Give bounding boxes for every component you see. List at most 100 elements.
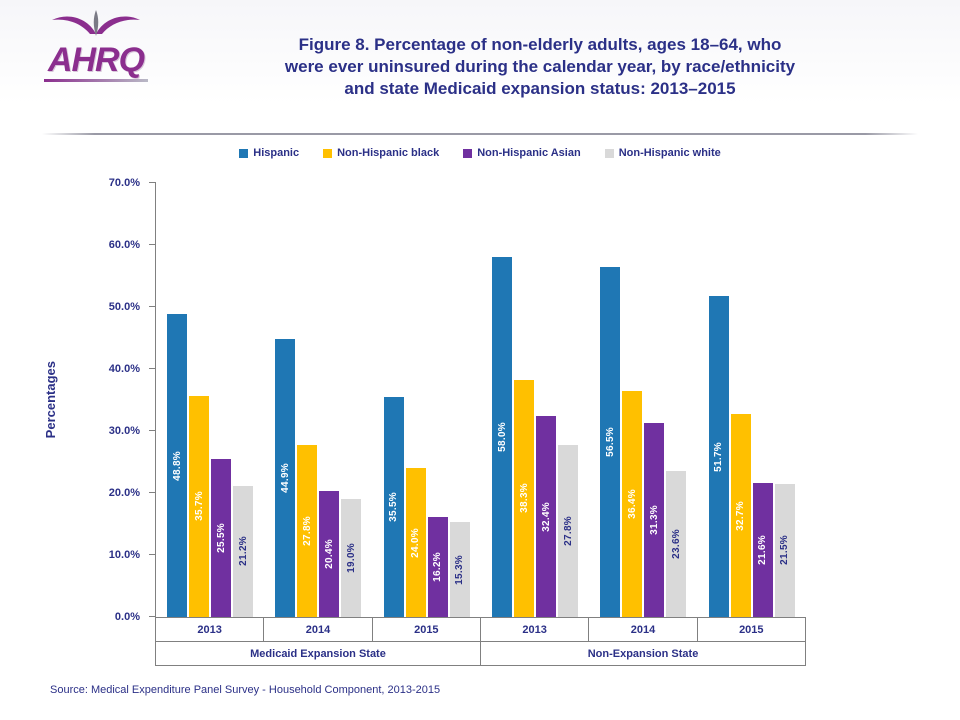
legend-item: Non-Hispanic white	[604, 147, 721, 159]
bar-non-hispanic-white: 21.5%	[774, 483, 795, 617]
bar-non-hispanic-white: 27.8%	[558, 444, 579, 617]
bar-non-hispanic-black: 32.7%	[730, 414, 751, 617]
y-tick-mark	[149, 554, 156, 555]
legend-item: Hispanic	[239, 147, 299, 159]
y-tick-mark	[149, 430, 156, 431]
bar-label-wrap: 48.8%	[167, 314, 187, 617]
bar-value-label: 20.4%	[323, 538, 335, 569]
bar-group-nonexpansion-2014: 56.5% 36.4% 31.3% 23.6%	[589, 183, 697, 617]
bar-label-wrap: 56.5%	[600, 267, 620, 617]
bar-label-wrap: 35.7%	[189, 396, 209, 617]
x-axis-years-row: 2013 2014 2015 2013 2014 2015	[156, 618, 805, 641]
bar-value-label: 58.0%	[496, 422, 508, 453]
legend-label: Non-Hispanic black	[337, 147, 440, 159]
ahrq-logo-underline	[44, 79, 148, 82]
y-tick-mark	[149, 244, 156, 245]
bar-group-nonexpansion-2015: 51.7% 32.7% 21.6% 21.5%	[698, 183, 806, 617]
bar-value-label: 32.4%	[540, 501, 552, 532]
bar-value-label: 31.3%	[648, 505, 660, 535]
legend-label: Hispanic	[253, 147, 300, 159]
x-axis-group-label: Medicaid Expansion State	[156, 642, 481, 665]
bar-value-label: 35.7%	[193, 491, 205, 522]
bar-value-label: 21.5%	[779, 535, 791, 566]
bar-value-label: 51.7%	[713, 441, 725, 472]
bar-label-wrap: 19.0%	[341, 499, 361, 617]
bar-value-label: 48.8%	[171, 450, 183, 481]
header-band	[0, 0, 960, 130]
bar-non-hispanic-white: 15.3%	[449, 522, 470, 617]
x-axis-year-label: 2014	[264, 618, 373, 641]
figure-title-line-2: were ever uninsured during the calendar …	[284, 57, 796, 76]
x-axis-year-label: 2015	[739, 623, 764, 636]
y-axis-title-wrap: Percentages	[36, 183, 64, 617]
legend-swatch-icon	[323, 148, 333, 158]
y-tick-label: 50.0%	[108, 301, 140, 313]
bar-label-wrap: 23.6%	[666, 471, 686, 617]
x-axis-year-label: 2013	[481, 618, 590, 641]
x-axis-groups-row: Medicaid Expansion State Non-Expansion St…	[156, 641, 805, 665]
bar-hispanic: 48.8%	[167, 314, 188, 617]
y-tick-label: 20.0%	[108, 487, 140, 499]
bar-label-wrap: 20.4%	[319, 491, 339, 617]
figure-title: Figure 8. Percentage of non-elderly adul…	[170, 34, 910, 100]
figure-title-line-3: and state Medicaid expansion status: 201…	[344, 79, 736, 98]
legend-item: Non-Hispanic black	[323, 147, 439, 159]
bar-group-expansion-2013: 48.8% 35.7% 25.5% 21.2%	[156, 183, 264, 617]
bar-value-label: 16.2%	[432, 551, 444, 582]
y-tick-mark	[149, 306, 156, 307]
bar-hispanic: 35.5%	[383, 396, 404, 617]
ahrq-logo: AHRQ	[36, 8, 156, 82]
y-tick-label: 40.0%	[108, 363, 140, 375]
bar-value-label: 27.8%	[562, 515, 574, 546]
bar-value-label: 56.5%	[604, 426, 616, 457]
legend-swatch-icon	[239, 148, 249, 158]
y-tick-label: 70.0%	[108, 177, 140, 189]
bar-non-hispanic-asian: 16.2%	[427, 516, 448, 617]
legend-label: Non-Hispanic white	[618, 147, 721, 159]
plot-area: 48.8% 35.7% 25.5% 21.2% 44.9% 27.8% 20.4% 19.0%…	[149, 182, 806, 618]
y-tick-label: 60.0%	[108, 239, 140, 251]
bar-label-wrap: 16.2%	[428, 517, 448, 617]
bar-label-wrap: 32.7%	[731, 414, 751, 617]
y-tick-label: 30.0%	[108, 425, 140, 437]
bar-non-hispanic-asian: 31.3%	[644, 422, 665, 617]
bar-group-expansion-2014: 44.9% 27.8% 20.4% 19.0%	[264, 183, 372, 617]
header-divider-line	[42, 133, 918, 135]
ahrq-logo-text: AHRQ	[47, 41, 145, 79]
legend-swatch-icon	[463, 148, 473, 158]
bar-value-label: 21.6%	[757, 535, 769, 565]
y-axis-labels: 0.0% 10.0% 20.0% 30.0% 40.0% 50.0% 60.0% 70.0%	[86, 177, 148, 623]
bar-non-hispanic-black: 27.8%	[297, 444, 318, 617]
chart-legend: Hispanic Non-Hispanic black Non-Hispanic A…	[0, 147, 960, 159]
bar-value-label: 32.7%	[735, 500, 747, 531]
bar-value-label: 44.9%	[279, 462, 291, 493]
legend-label: Non-Hispanic Asian	[477, 147, 581, 159]
figure-title-line-1: Figure 8. Percentage of non-elderly adul…	[298, 35, 782, 54]
y-tick-mark	[149, 492, 156, 493]
bar-label-wrap: 36.4%	[622, 391, 642, 617]
ahrq-eagle-icon	[52, 10, 140, 36]
bar-group-expansion-2015: 35.5% 24.0% 16.2% 15.3%	[373, 183, 481, 617]
bar-non-hispanic-white: 23.6%	[666, 470, 687, 617]
y-tick-mark	[149, 616, 156, 617]
y-tick-label: 0.0%	[114, 611, 140, 623]
legend-item: Non-Hispanic Asian	[463, 147, 581, 159]
bar-non-hispanic-black: 38.3%	[514, 379, 535, 617]
legend-swatch-icon	[604, 148, 614, 158]
y-axis-title: Percentages	[42, 361, 58, 439]
bar-label-wrap: 15.3%	[450, 522, 470, 617]
bar-value-label: 25.5%	[215, 523, 227, 553]
bar-value-label: 23.6%	[670, 528, 682, 559]
x-axis-year-label: 2013	[156, 618, 265, 641]
bar-label-wrap: 21.2%	[233, 486, 253, 617]
bar-label-wrap: 58.0%	[492, 257, 512, 617]
bar-non-hispanic-asian: 21.6%	[752, 483, 773, 617]
bar-label-wrap: 32.4%	[536, 416, 556, 617]
bar-value-label: 21.2%	[237, 536, 249, 567]
bar-non-hispanic-asian: 32.4%	[536, 416, 557, 617]
bar-label-wrap: 44.9%	[275, 339, 295, 617]
bar-hispanic: 56.5%	[600, 266, 621, 617]
bar-label-wrap: 25.5%	[211, 459, 231, 617]
bar-value-label: 24.0%	[410, 527, 422, 558]
